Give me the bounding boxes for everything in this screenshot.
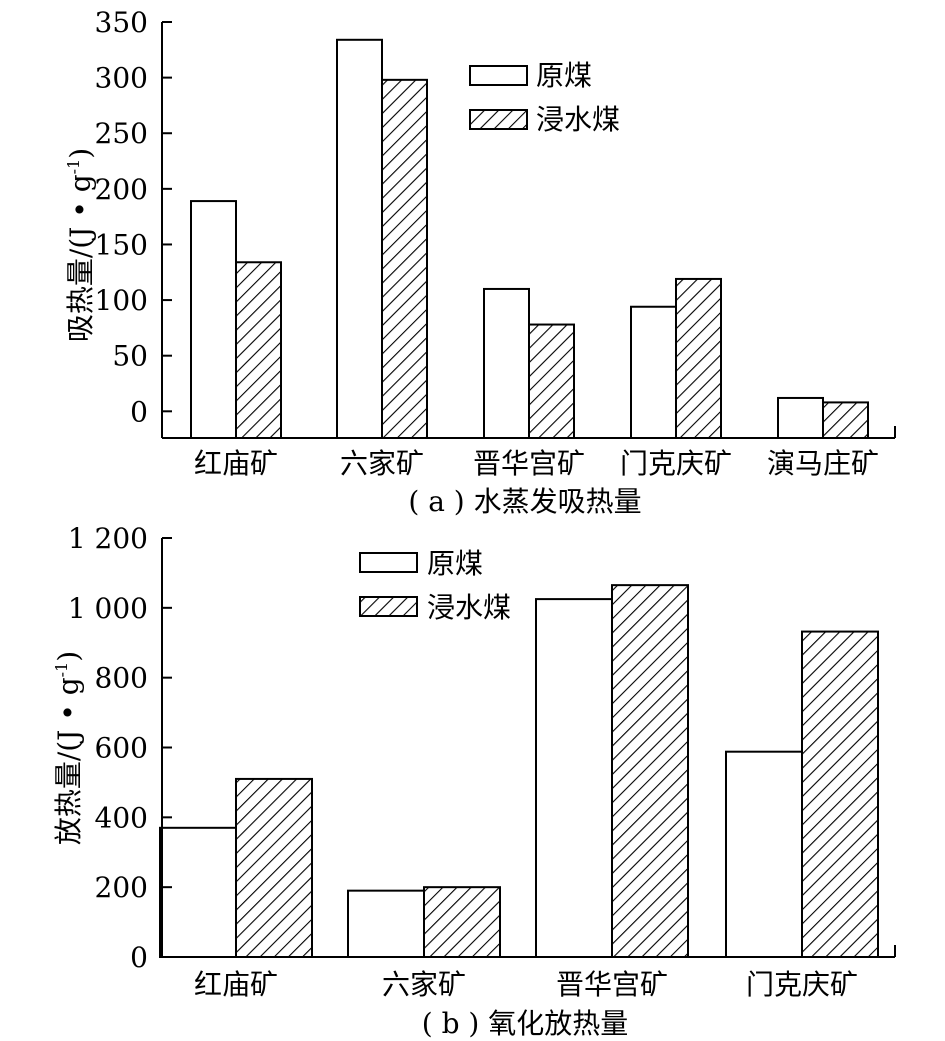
panel-b-x-label-2: 六家矿 — [382, 968, 466, 1001]
panel-a-legend: 原煤 浸水煤 — [469, 59, 620, 136]
panel-b-bar-soaked-3 — [611, 584, 689, 958]
panel-b-bar-raw-1 — [159, 826, 237, 959]
panel-a-y-tick-label: 300 — [95, 62, 148, 95]
panel-a-bar-soaked-5 — [822, 401, 869, 439]
panel-a-y-label-main: 吸热量/(J • g — [64, 174, 97, 342]
panel-b-bars — [159, 584, 879, 959]
panel-b-bar-soaked-4 — [801, 630, 879, 958]
panel-b-x-label-4: 门克庆矿 — [746, 968, 858, 1001]
panel-b-y-tick-label: 800 — [95, 662, 148, 695]
panel-a-y-tick-label: 350 — [95, 6, 148, 39]
panel-b-legend-swatch-raw — [359, 552, 418, 573]
panel-a-y-tick-label: 250 — [95, 117, 148, 150]
panel-a-y-label-sup: -1 — [64, 159, 83, 175]
panel-b-oxidation-heat-chart: 0 200 400 600 800 1 000 1 200 红庙矿 六家矿 晋华宫矿 门克庆矿 原… — [52, 522, 896, 1040]
panel-a-legend-swatch-soaked — [469, 109, 528, 130]
panel-b-y-tick-label: 0 — [130, 941, 148, 974]
panel-a-bar-raw-2 — [336, 38, 383, 440]
panel-a-y-tick-label: 0 — [130, 395, 148, 428]
panel-b-x-labels: 红庙矿 六家矿 晋华宫矿 门克庆矿 — [194, 968, 858, 1001]
panel-a-x-label-1: 红庙矿 — [194, 447, 278, 480]
panel-b-bar-raw-3 — [535, 598, 613, 959]
panel-a-bar-soaked-3 — [528, 323, 575, 439]
panel-a-x-labels: 红庙矿 六家矿 晋华宫矿 门克庆矿 演马庄矿 — [194, 447, 879, 480]
panel-b-y-tick-label: 400 — [95, 801, 148, 834]
panel-a-x-label-2: 六家矿 — [340, 447, 424, 480]
panel-a-y-tick-label: 200 — [95, 173, 148, 206]
panel-a-x-label-3: 晋华宫矿 — [473, 447, 585, 480]
panel-b-legend-swatch-soaked — [359, 596, 418, 617]
panel-a-y-label-close: ) — [64, 148, 97, 159]
panel-a-axes — [161, 22, 896, 439]
panel-b-x-label-1: 红庙矿 — [194, 968, 278, 1001]
panel-b-legend: 原煤 浸水煤 — [359, 547, 511, 624]
panel-a-caption: ( a ) 水蒸发吸热量 — [408, 485, 641, 518]
panel-a-bar-soaked-2 — [381, 78, 428, 439]
panel-b-caption: ( b ) 氧化放热量 — [422, 1007, 628, 1040]
panel-a-legend-label-raw: 原煤 — [536, 59, 592, 92]
panel-a-y-ticks: 0 50 100 150 200 250 300 350 — [95, 6, 172, 428]
panel-a-water-evaporation-chart: 0 50 100 150 200 250 300 350 红庙矿 六家矿 晋华宫矿 门克庆矿 演马庄矿… — [64, 6, 896, 518]
panel-a-legend-label-soaked: 浸水煤 — [536, 103, 620, 136]
panel-b-x-label-3: 晋华宫矿 — [556, 968, 668, 1001]
panel-b-bar-soaked-2 — [423, 886, 501, 959]
panel-b-legend-label-raw: 原煤 — [427, 547, 483, 580]
panel-b-y-label-close: ) — [52, 651, 85, 662]
panel-b-y-tick-label: 200 — [95, 871, 148, 904]
panel-a-bar-soaked-4 — [675, 277, 722, 439]
panel-a-y-tick-label: 150 — [95, 228, 148, 261]
panel-a-bar-soaked-1 — [235, 261, 282, 439]
panel-a-legend-swatch-raw — [469, 65, 528, 86]
panel-a-bar-raw-3 — [483, 287, 530, 439]
panel-a-bar-raw-4 — [630, 305, 677, 439]
panel-a-x-label-5: 演马庄矿 — [767, 447, 879, 480]
panel-b-bar-raw-2 — [347, 889, 425, 958]
panel-a-y-tick-label: 100 — [95, 284, 148, 317]
panel-b-y-label-main: 放热量/(J • g — [52, 677, 85, 845]
panel-a-y-axis-label: 吸热量/(J • g-1) — [64, 148, 97, 342]
panel-b-y-axis-label: 放热量/(J • g-1) — [52, 651, 85, 845]
panel-a-bar-raw-5 — [777, 396, 824, 439]
panel-b-y-tick-label: 1 200 — [68, 522, 148, 555]
panel-a-bars — [190, 38, 869, 440]
panel-a-y-tick-label: 50 — [112, 340, 148, 373]
panel-b-bar-raw-4 — [725, 750, 803, 958]
panel-b-bar-soaked-1 — [235, 777, 313, 958]
panel-b-y-ticks: 0 200 400 600 800 1 000 1 200 — [68, 522, 172, 974]
panel-a-x-label-4: 门克庆矿 — [620, 447, 732, 480]
panel-b-legend-label-soaked: 浸水煤 — [427, 591, 511, 624]
panel-a-bar-raw-1 — [190, 200, 237, 439]
panel-b-y-tick-label: 600 — [95, 732, 148, 765]
panel-b-y-tick-label: 1 000 — [68, 592, 148, 625]
panel-b-y-label-sup: -1 — [52, 662, 71, 678]
